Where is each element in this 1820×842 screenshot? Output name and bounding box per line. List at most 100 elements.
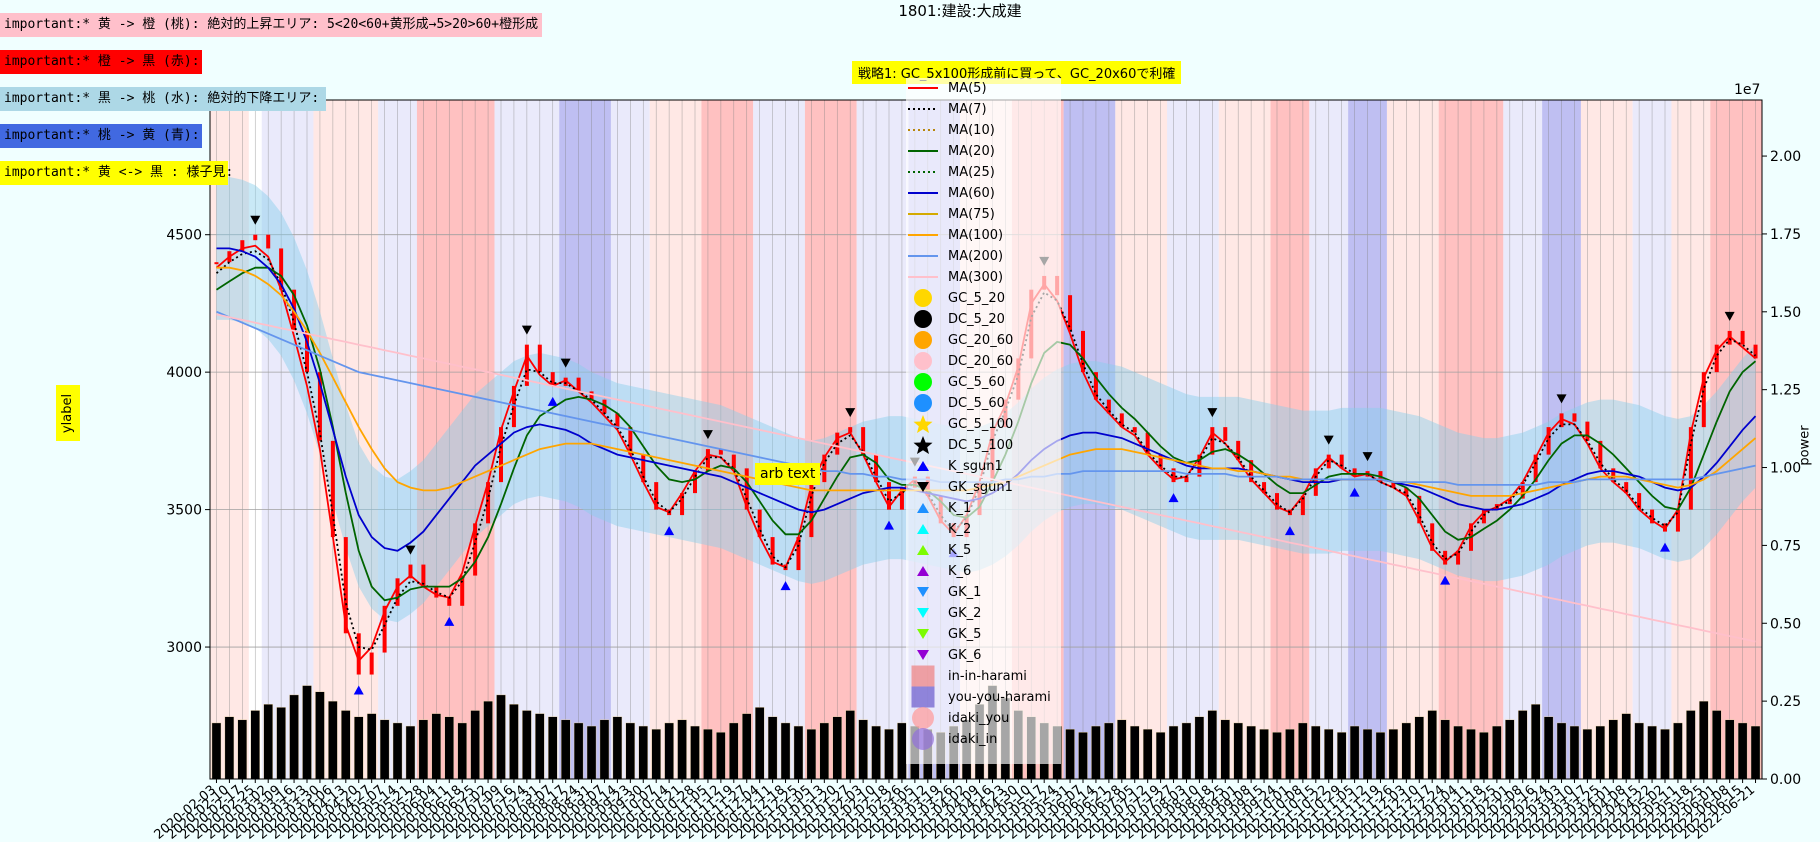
legend-item: K_1 bbox=[906, 498, 971, 518]
gk-signal-marker bbox=[250, 215, 261, 225]
price-candle bbox=[537, 344, 542, 373]
price-candle bbox=[486, 482, 491, 524]
volume-bar bbox=[1505, 719, 1515, 780]
legend-item: MA(100) bbox=[906, 225, 1003, 245]
volume-bar bbox=[1543, 716, 1554, 780]
legend-swatch bbox=[906, 628, 940, 640]
volume-bar bbox=[1647, 725, 1657, 780]
regime-band bbox=[753, 100, 805, 779]
legend-label: K_sgun1 bbox=[948, 458, 1003, 474]
price-candle bbox=[1300, 495, 1305, 516]
volume-bar bbox=[754, 707, 765, 780]
legend-item: GK_1 bbox=[906, 582, 981, 602]
volume-bar bbox=[470, 710, 480, 780]
volume-bar bbox=[1634, 722, 1644, 780]
price-candle bbox=[576, 377, 581, 392]
price-candle bbox=[382, 605, 387, 653]
legend-label: GK_1 bbox=[948, 584, 982, 600]
volume-bar bbox=[1065, 728, 1075, 780]
volume-bar bbox=[1582, 728, 1593, 780]
legend-swatch bbox=[906, 83, 940, 93]
volume-bar bbox=[638, 725, 648, 780]
price-candle bbox=[705, 449, 710, 472]
legend-label: MA(7) bbox=[948, 101, 987, 117]
volume-bar bbox=[586, 725, 597, 780]
gk-signal-marker bbox=[1323, 435, 1334, 445]
price-candle bbox=[408, 564, 413, 579]
legend-item: MA(10) bbox=[906, 120, 995, 140]
price-candle bbox=[1753, 344, 1758, 359]
price-candle bbox=[1184, 476, 1189, 483]
volume-bar bbox=[1466, 728, 1476, 780]
volume-bar bbox=[1750, 725, 1761, 780]
legend-swatch bbox=[906, 125, 940, 135]
regime-band bbox=[261, 100, 314, 779]
price-candle bbox=[744, 468, 749, 510]
price-candle bbox=[1637, 493, 1642, 510]
volatility-band bbox=[216, 176, 1756, 623]
price-candle bbox=[1391, 482, 1396, 488]
annotation-box: arb text bbox=[755, 463, 821, 485]
legend-swatch bbox=[906, 330, 940, 350]
legend-label: MA(200) bbox=[948, 248, 1004, 264]
legend-label: K_1 bbox=[948, 500, 972, 516]
price-candle bbox=[1093, 372, 1098, 400]
gk-signal-marker bbox=[845, 408, 856, 418]
legend-swatch bbox=[906, 288, 940, 308]
price-candle bbox=[447, 597, 452, 606]
volume-bar bbox=[302, 685, 312, 780]
volume-bar bbox=[1233, 722, 1243, 780]
regime-band bbox=[1167, 100, 1219, 779]
y2-axis-label: power bbox=[1795, 425, 1815, 465]
legend-label: MA(20) bbox=[948, 143, 995, 159]
k-signal-marker bbox=[1660, 542, 1670, 552]
volume-bar bbox=[1207, 710, 1218, 780]
volume-bar bbox=[1401, 722, 1412, 780]
k-signal-marker bbox=[547, 396, 558, 406]
volume-bar bbox=[1272, 732, 1282, 780]
volume-bars bbox=[211, 685, 1761, 780]
gk-signal-marker bbox=[405, 545, 416, 555]
volume-bar bbox=[1673, 722, 1683, 780]
volume-bar bbox=[1142, 728, 1153, 780]
price-candle bbox=[731, 454, 736, 469]
legend-swatch bbox=[906, 188, 940, 198]
legend-label: GC_5_20 bbox=[948, 290, 1005, 306]
legend-item: MA(60) bbox=[906, 183, 995, 203]
price-candle bbox=[1132, 427, 1137, 433]
price-candle bbox=[214, 262, 219, 265]
volume-bar bbox=[276, 707, 286, 780]
price-candle bbox=[1688, 427, 1693, 510]
y-tick-label: 3000 bbox=[166, 640, 202, 656]
price-candle bbox=[1404, 487, 1409, 496]
k-signal-marker bbox=[1168, 493, 1179, 503]
price-candle bbox=[266, 234, 271, 249]
k-signal-marker bbox=[780, 581, 791, 591]
price-candle bbox=[279, 248, 284, 290]
price-candle bbox=[1520, 482, 1525, 499]
price-candle bbox=[1481, 509, 1486, 524]
legend-swatch bbox=[906, 502, 940, 514]
gk-signal-marker bbox=[560, 358, 571, 368]
price-candle bbox=[1650, 509, 1655, 524]
volume-bar bbox=[237, 719, 248, 780]
price-candle bbox=[589, 391, 594, 400]
volume-bar bbox=[806, 728, 817, 780]
volume-bar bbox=[509, 704, 519, 780]
volume-bar bbox=[832, 716, 842, 780]
volume-bar bbox=[599, 719, 610, 780]
volume-bar bbox=[845, 710, 855, 780]
legend-item: GK_5 bbox=[906, 624, 981, 644]
price-candle bbox=[499, 427, 503, 483]
price-candle bbox=[253, 234, 258, 241]
price-candle bbox=[899, 487, 904, 510]
price-candle bbox=[654, 482, 659, 510]
volume-bar bbox=[612, 716, 623, 780]
legend-label: GC_5_100 bbox=[948, 416, 1014, 432]
price-candle bbox=[1352, 468, 1357, 477]
volume-bar bbox=[548, 716, 558, 780]
note-watch: important:* 黄 <-> 黒 : 様子見: bbox=[0, 161, 233, 185]
regime-band bbox=[416, 100, 495, 779]
legend-item: K_5 bbox=[906, 540, 971, 560]
volume-bar bbox=[457, 722, 467, 780]
